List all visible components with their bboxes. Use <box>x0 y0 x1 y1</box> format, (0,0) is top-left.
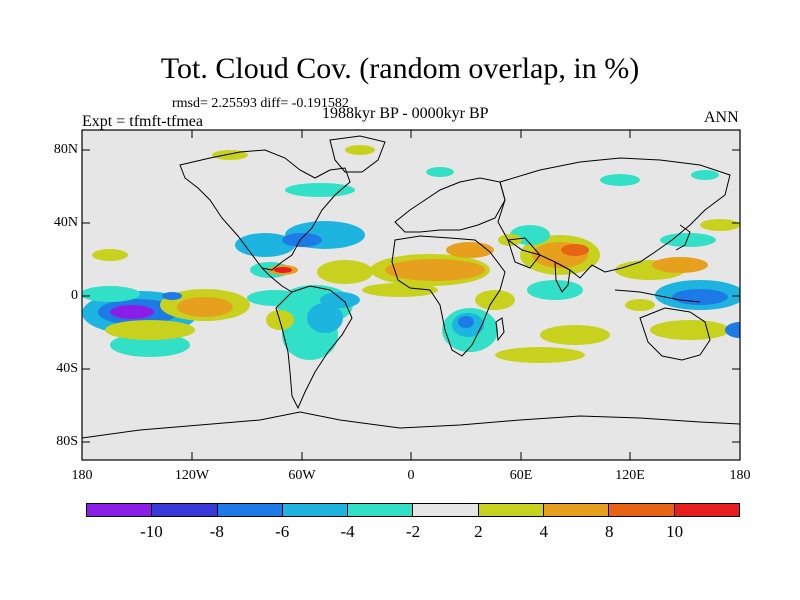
colorbar-swatch <box>348 504 414 516</box>
period-label: 1988kyr BP - 0000kyr BP <box>322 105 489 122</box>
colorbar-swatch <box>674 504 739 516</box>
lat-label-0: 0 <box>71 288 78 303</box>
colorbar-label: -10 <box>140 522 163 541</box>
stats-text: rmsd= 2.25593 diff= -0.191582 <box>172 96 349 111</box>
map-title: Tot. Cloud Cov. (random overlap, in %) <box>160 52 640 85</box>
lat-label-40n: 40N <box>53 215 78 230</box>
colorbar-swatch <box>544 504 610 516</box>
lon-label-120w: 120W <box>174 468 210 483</box>
colorbar-label: 4 <box>539 522 549 541</box>
colorbar-label: 8 <box>604 522 614 541</box>
lon-label-180e: 180 <box>729 468 751 483</box>
anomaly-shading <box>82 145 740 363</box>
lon-label-120e: 120E <box>615 468 645 483</box>
coastlines <box>82 135 740 439</box>
colorbar-swatch <box>609 504 675 516</box>
colorbar-label: -6 <box>275 522 290 541</box>
colorbar-label: 10 <box>666 522 684 541</box>
lon-label-60e: 60E <box>509 468 533 483</box>
colorbar <box>86 503 740 517</box>
season-label: ANN <box>704 109 739 126</box>
lat-label-40s: 40S <box>56 361 78 376</box>
lat-label-80s: 80S <box>56 434 78 449</box>
lon-label-0: 0 <box>407 468 415 483</box>
colorbar-label: -4 <box>340 522 355 541</box>
colorbar-label: 2 <box>474 522 483 541</box>
colorbar-swatch <box>478 504 545 516</box>
lon-label-60w: 60W <box>288 468 316 483</box>
colorbar-label: -2 <box>405 522 421 541</box>
experiment-label: Expt = tfmft-tfmea <box>82 113 203 130</box>
colorbar-label: -8 <box>209 522 224 541</box>
colorbar-swatch <box>282 504 349 516</box>
lat-label-80n: 80N <box>53 142 78 157</box>
tick-marks <box>82 130 740 460</box>
colorbar-swatch <box>217 504 283 516</box>
colorbar-swatch <box>87 504 153 516</box>
colorbar-swatch <box>413 504 479 516</box>
colorbar-swatch <box>152 504 218 516</box>
lon-label-180w: 180 <box>71 468 93 483</box>
